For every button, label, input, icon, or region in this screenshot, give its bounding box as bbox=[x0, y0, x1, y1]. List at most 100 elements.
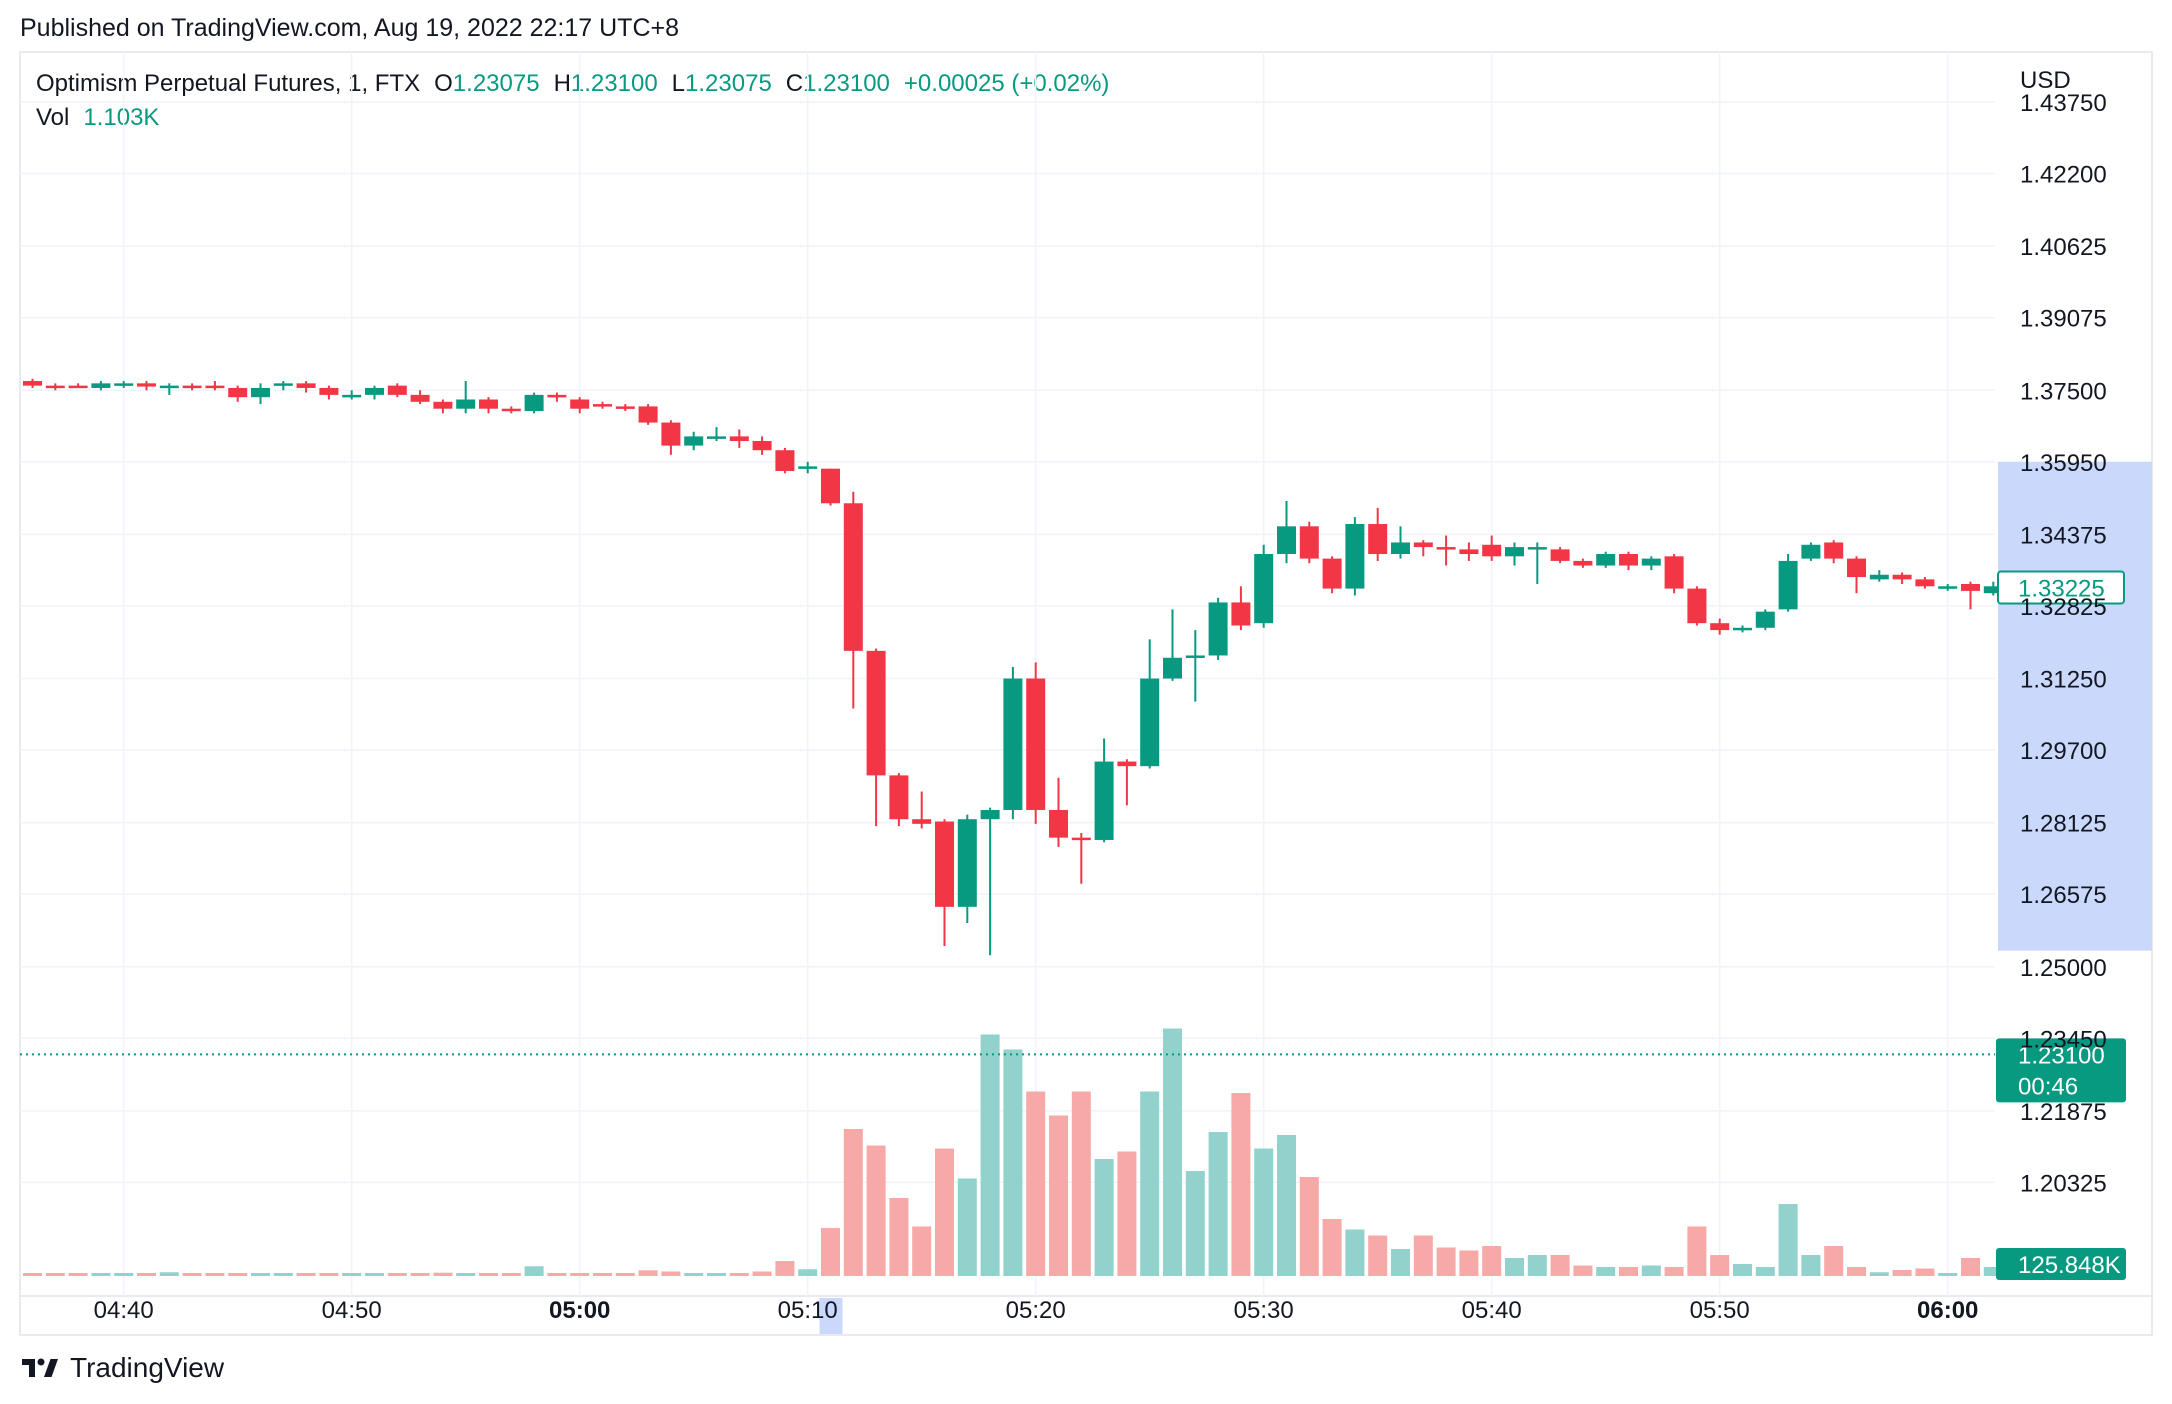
candle-body bbox=[1641, 558, 1661, 566]
volume-bar bbox=[1185, 1171, 1205, 1276]
published-header: Published on TradingView.com, Aug 19, 20… bbox=[20, 14, 680, 42]
candle-body bbox=[593, 404, 612, 407]
price-tick-label: 1.21875 bbox=[2020, 1099, 2107, 1126]
candle-body bbox=[707, 436, 726, 439]
countdown-label: 00:46 bbox=[2018, 1073, 2078, 1100]
candle-body bbox=[798, 466, 818, 469]
volume-bar bbox=[843, 1129, 863, 1276]
volume-bar bbox=[1824, 1246, 1844, 1276]
time-tick-label: 05:40 bbox=[1462, 1297, 1522, 1324]
candle-body bbox=[1824, 542, 1844, 559]
volume-bar bbox=[91, 1273, 111, 1276]
symbol-title[interactable]: Optimism Perpetual Futures, 1, FTX bbox=[36, 70, 421, 97]
volume-bar bbox=[912, 1226, 932, 1276]
candle-body bbox=[45, 385, 65, 389]
volume-bar bbox=[1391, 1249, 1410, 1276]
candle-body bbox=[1094, 761, 1114, 840]
candle-body bbox=[1459, 549, 1479, 554]
volume-bar bbox=[296, 1273, 316, 1276]
volume-bar bbox=[1094, 1159, 1114, 1276]
candle-body bbox=[1277, 526, 1296, 554]
volume-bar bbox=[365, 1273, 384, 1276]
low-label: L bbox=[671, 70, 686, 97]
volume-bar bbox=[1710, 1255, 1730, 1276]
volume-bar bbox=[1596, 1267, 1616, 1276]
volume-bar bbox=[1140, 1091, 1160, 1276]
close-label: C bbox=[785, 70, 804, 97]
candle-body bbox=[638, 406, 658, 423]
volume-bar bbox=[45, 1273, 65, 1276]
volume-bar bbox=[1755, 1267, 1775, 1276]
selection-highlight bbox=[819, 461, 2152, 1334]
volume-bar bbox=[1436, 1247, 1456, 1276]
time-tick-label: 04:40 bbox=[94, 1297, 154, 1324]
crosshair-price-label: 1.33225 bbox=[2018, 575, 2105, 602]
volume-bar bbox=[593, 1273, 612, 1276]
candle-body bbox=[752, 441, 772, 451]
candle-body bbox=[1915, 579, 1935, 587]
volume-bar bbox=[456, 1273, 476, 1276]
candle-body bbox=[957, 819, 977, 907]
candle-body bbox=[68, 385, 88, 389]
volume-legend: Vol 1.103K bbox=[36, 104, 159, 132]
candle-body bbox=[1619, 554, 1638, 566]
time-tick-label: 04:50 bbox=[322, 1297, 382, 1324]
time-tick-label: 05:10 bbox=[778, 1297, 838, 1324]
candle-body bbox=[137, 383, 156, 387]
candle-body bbox=[1596, 554, 1616, 566]
candle-body bbox=[1436, 547, 1456, 550]
volume-bar bbox=[205, 1273, 225, 1276]
candle-body bbox=[866, 650, 886, 776]
candle-body bbox=[23, 381, 42, 386]
volume-bar bbox=[1664, 1267, 1684, 1276]
price-tick-label: 1.26575 bbox=[2020, 882, 2107, 909]
volume-value: 1.103K bbox=[83, 104, 160, 131]
volume-bar bbox=[387, 1273, 407, 1276]
candle-body bbox=[1026, 678, 1046, 810]
volume-bar bbox=[1163, 1028, 1182, 1276]
volume-bar bbox=[273, 1273, 293, 1276]
candle-body bbox=[1003, 678, 1023, 810]
volume-bar bbox=[137, 1273, 156, 1276]
volume-bar bbox=[1527, 1255, 1547, 1276]
time-tick-label: 05:50 bbox=[1690, 1297, 1750, 1324]
volume-bar bbox=[1345, 1229, 1365, 1276]
candle-body bbox=[1345, 524, 1365, 589]
axes[interactable]: 1.43750 1.42200 1.40625 1.39075 1.37500 1.359… bbox=[94, 67, 2107, 1324]
volume-bar bbox=[159, 1272, 179, 1276]
volume-bar bbox=[1299, 1177, 1319, 1276]
candle-body bbox=[729, 436, 749, 441]
price-tick-label: 1.43750 bbox=[2020, 90, 2107, 117]
volume-bar bbox=[1322, 1219, 1342, 1276]
volume-bar bbox=[1231, 1093, 1251, 1276]
price-tick-label: 1.23450 bbox=[2020, 1026, 2107, 1053]
volume-bar bbox=[1071, 1091, 1091, 1276]
time-tick-label: 05:20 bbox=[1006, 1297, 1066, 1324]
candle-body bbox=[1801, 544, 1821, 559]
candle-body bbox=[501, 408, 521, 412]
volume-bar bbox=[775, 1261, 795, 1276]
price-tick-label: 1.29700 bbox=[2020, 738, 2107, 765]
volume-label[interactable]: Vol bbox=[36, 104, 70, 131]
candle-body bbox=[1117, 761, 1137, 767]
current-price-box bbox=[1996, 1038, 2126, 1103]
candle-body bbox=[980, 809, 1000, 820]
price-range-highlight bbox=[1998, 461, 2152, 951]
volume-bar bbox=[752, 1271, 772, 1276]
candle-body bbox=[1185, 655, 1205, 658]
volume-bar bbox=[410, 1273, 430, 1276]
candle-body bbox=[365, 387, 384, 395]
volume-bar bbox=[821, 1228, 840, 1276]
volume-bar bbox=[1550, 1255, 1570, 1276]
volume-bar bbox=[1983, 1267, 2003, 1276]
candle-body bbox=[1550, 549, 1570, 561]
tradingview-logo[interactable]: TradingView bbox=[20, 1352, 224, 1384]
volume-bar bbox=[1733, 1264, 1752, 1276]
volume-value-label: 125.848K bbox=[2018, 1252, 2121, 1279]
volume-bar bbox=[547, 1273, 567, 1276]
price-tick-label: 1.40625 bbox=[2020, 234, 2107, 261]
price-tick-label: 1.34375 bbox=[2020, 522, 2107, 549]
volume-bar bbox=[707, 1273, 726, 1276]
candle-body bbox=[1687, 588, 1707, 624]
